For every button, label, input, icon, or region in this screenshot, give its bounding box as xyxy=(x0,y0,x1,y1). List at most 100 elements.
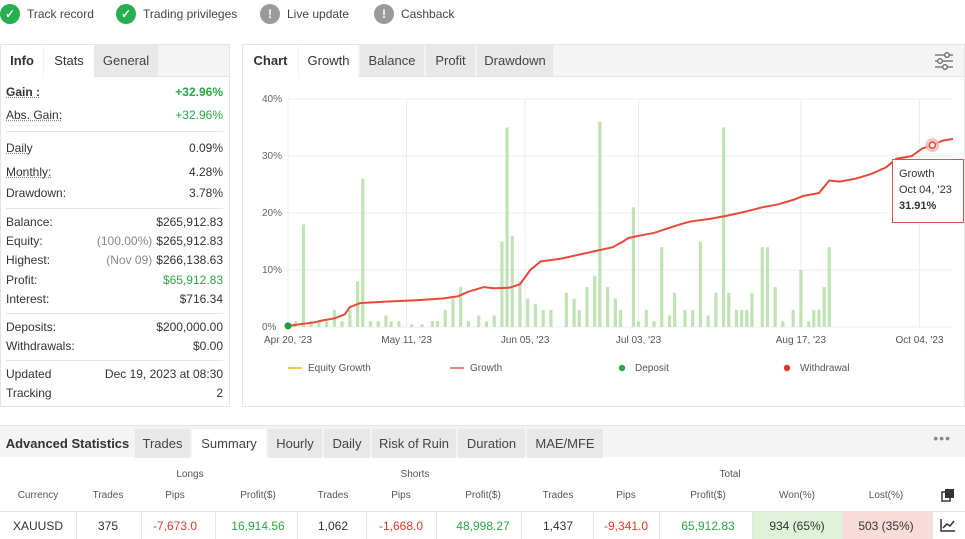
bar xyxy=(510,235,514,327)
tab-mae-mfe[interactable]: MAE/MFE xyxy=(527,429,603,458)
more-options-icon[interactable]: ••• xyxy=(933,430,951,446)
y-tick-label: 20% xyxy=(262,208,282,219)
y-tick-label: 10% xyxy=(262,265,282,276)
bar xyxy=(773,287,777,327)
monthly-value: 4.28% xyxy=(188,165,223,179)
divider xyxy=(6,131,223,132)
bar xyxy=(325,321,329,327)
tab-hourly[interactable]: Hourly xyxy=(268,429,322,458)
settings-sliders-icon[interactable] xyxy=(934,52,954,70)
bar xyxy=(652,321,656,327)
chart-line-icon[interactable] xyxy=(940,518,956,532)
deposits-value: $200,000.00 xyxy=(156,320,223,334)
bar xyxy=(727,292,731,327)
bar xyxy=(348,309,352,327)
badge-track-record[interactable]: ✓ Track record xyxy=(0,3,102,25)
column-divider xyxy=(215,512,216,539)
tab-chart[interactable]: Chart xyxy=(243,45,298,77)
bar xyxy=(644,309,648,327)
profit-value: $65,912.83 xyxy=(162,273,223,287)
tab-duration[interactable]: Duration xyxy=(458,429,525,458)
tracking-row: Tracking 2 xyxy=(6,386,223,400)
highest-value: $266,138.63 xyxy=(156,253,223,267)
advanced-statistics-title: Advanced Statistics xyxy=(5,436,130,451)
divider xyxy=(0,511,965,512)
gain-row: Gain : +32.96% xyxy=(6,85,223,99)
divider xyxy=(6,208,223,209)
tab-drawdown[interactable]: Drawdown xyxy=(477,45,553,76)
highest-row: Highest: (Nov 09) $266,138.63 xyxy=(6,253,223,267)
bar xyxy=(301,224,306,327)
currency-cell[interactable]: XAUUSD xyxy=(12,519,63,533)
tab-risk-of-ruin[interactable]: Risk of Ruin xyxy=(372,429,456,458)
column-divider xyxy=(521,512,522,539)
chart-tooltip: Growth Oct 04, '23 31.91% xyxy=(892,159,964,223)
badge-trading-privileges[interactable]: ✓ Trading privileges xyxy=(116,3,245,25)
tab-stats[interactable]: Stats xyxy=(44,45,94,77)
badge-cashback[interactable]: ! Cashback xyxy=(374,3,462,25)
bar xyxy=(410,324,414,327)
bar xyxy=(740,309,744,327)
divider xyxy=(6,360,223,361)
table-cell: 1,062 xyxy=(317,519,349,533)
tab-trades[interactable]: Trades xyxy=(135,429,190,458)
column-divider xyxy=(842,512,843,539)
bar xyxy=(317,321,321,327)
tab-growth[interactable]: Growth xyxy=(299,45,358,77)
column-divider xyxy=(436,512,437,539)
column-divider xyxy=(659,512,660,539)
tab-balance[interactable]: Balance xyxy=(360,45,424,76)
group-shorts: Shorts xyxy=(400,469,430,480)
bar xyxy=(466,321,471,327)
x-tick-label: Oct 04, '23 xyxy=(895,335,943,346)
bar xyxy=(683,309,687,327)
badge-live-update[interactable]: ! Live update xyxy=(260,3,357,25)
x-tick-label: Jul 03, '23 xyxy=(616,335,662,346)
legend-dot xyxy=(783,364,791,372)
advanced-stats-tabbar: Advanced Statistics Trades Summary Hourl… xyxy=(0,425,965,458)
legend-label: Equity Growth xyxy=(308,363,371,374)
y-tick-label: 0% xyxy=(262,322,277,333)
group-longs: Longs xyxy=(176,469,204,480)
monthly-row: Monthly: 4.28% xyxy=(6,165,223,179)
exclamation-icon: ! xyxy=(260,4,280,24)
bar xyxy=(598,121,602,327)
bar xyxy=(760,247,764,327)
column-divider xyxy=(932,512,933,539)
status-badges: ✓ Track record ✓ Trading privileges ! Li… xyxy=(0,0,965,28)
tab-profit[interactable]: Profit xyxy=(426,45,475,76)
deposits-row: Deposits: $200,000.00 xyxy=(6,320,223,334)
tab-info[interactable]: Info xyxy=(1,45,43,77)
bar xyxy=(722,127,726,327)
growth-chart: 40% 30% 20% 10% 0% Apr 20, '23 May 11, '23 Jun … xyxy=(242,77,965,377)
highest-date: (Nov 09) xyxy=(106,253,153,267)
gain-value: +32.96% xyxy=(175,85,223,99)
won-cell-bg xyxy=(752,512,842,539)
bar xyxy=(827,247,831,327)
bar xyxy=(477,315,481,327)
equity-value: $265,912.83 xyxy=(156,234,223,248)
bar xyxy=(606,287,610,327)
bar xyxy=(799,270,803,327)
bar xyxy=(636,321,641,327)
bar xyxy=(765,247,770,327)
legend-label: Growth xyxy=(470,363,502,374)
abs-gain-row: Abs. Gain: +32.96% xyxy=(6,108,223,122)
copy-icon[interactable] xyxy=(941,488,955,502)
equity-percent: (100.00%) xyxy=(96,234,153,248)
tab-daily[interactable]: Daily xyxy=(324,429,370,458)
tooltip-date: Oct 04, '23 xyxy=(899,184,952,196)
bar xyxy=(443,309,447,327)
column-header: Lost(%) xyxy=(868,490,904,501)
highlight-point xyxy=(928,141,937,149)
bar xyxy=(618,309,623,327)
divider xyxy=(6,313,223,314)
x-tick-label: Aug 17, '23 xyxy=(776,335,827,346)
tab-general[interactable]: General xyxy=(94,45,158,76)
column-header: Profit($) xyxy=(690,490,726,501)
bar xyxy=(791,309,795,327)
bar xyxy=(309,321,313,327)
check-icon: ✓ xyxy=(116,4,136,24)
bar xyxy=(577,309,581,327)
tab-summary[interactable]: Summary xyxy=(192,429,266,458)
